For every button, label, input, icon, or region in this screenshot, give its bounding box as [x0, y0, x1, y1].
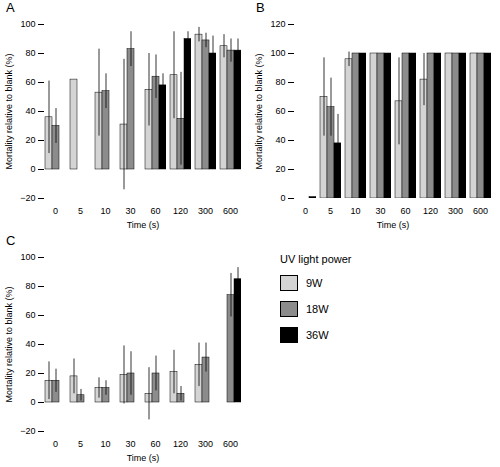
svg-text:30: 30	[375, 206, 385, 216]
svg-text:5: 5	[328, 206, 333, 216]
svg-text:60: 60	[150, 439, 160, 449]
svg-text:120: 120	[173, 206, 188, 216]
svg-text:80: 80	[275, 77, 285, 87]
svg-text:10: 10	[100, 206, 110, 216]
svg-text:0: 0	[30, 397, 35, 407]
html-text:18W: 18W	[306, 303, 329, 315]
svg-text:600: 600	[223, 439, 238, 449]
html-text:C: C	[6, 233, 16, 248]
svg-text:Mortality relative to blank (%: Mortality relative to blank (%)	[254, 53, 264, 169]
svg-text:100: 100	[20, 252, 35, 262]
svg-text:10: 10	[100, 439, 110, 449]
svg-text:0: 0	[30, 164, 35, 174]
svg-text:5: 5	[78, 206, 83, 216]
html-text:9W: 9W	[306, 277, 323, 289]
svg-text:20: 20	[25, 135, 35, 145]
svg-text:30: 30	[125, 439, 135, 449]
svg-text:80: 80	[25, 48, 35, 58]
svg-text:Mortality relative to blank (%: Mortality relative to blank (%)	[4, 53, 14, 169]
svg-text:60: 60	[25, 77, 35, 87]
svg-text:30: 30	[125, 206, 135, 216]
html-text:36W: 36W	[306, 329, 329, 341]
svg-text:0: 0	[53, 439, 58, 449]
html-text:UV light power: UV light power	[280, 253, 352, 265]
svg-text:40: 40	[275, 135, 285, 145]
svg-text:40: 40	[25, 106, 35, 116]
html-text:B: B	[256, 0, 265, 15]
svg-text:300: 300	[198, 206, 213, 216]
svg-text:10: 10	[350, 206, 360, 216]
svg-text:20: 20	[275, 164, 285, 174]
svg-text:60: 60	[25, 310, 35, 320]
svg-text:120: 120	[173, 439, 188, 449]
svg-text:Mortality relative to blank (%: Mortality relative to blank (%)	[4, 286, 14, 402]
svg-text:600: 600	[473, 206, 488, 216]
svg-text:Time (s): Time (s)	[127, 220, 160, 230]
svg-text:5: 5	[78, 439, 83, 449]
svg-text:600: 600	[223, 206, 238, 216]
svg-text:120: 120	[270, 19, 285, 29]
svg-text:120: 120	[423, 206, 438, 216]
svg-text:60: 60	[150, 206, 160, 216]
svg-text:100: 100	[20, 19, 35, 29]
svg-text:300: 300	[448, 206, 463, 216]
svg-text:Time (s): Time (s)	[377, 220, 410, 230]
svg-text:40: 40	[25, 339, 35, 349]
svg-text:0: 0	[303, 206, 308, 216]
svg-text:300: 300	[198, 439, 213, 449]
svg-text:20: 20	[25, 368, 35, 378]
svg-text:−20: −20	[20, 426, 35, 436]
svg-text:60: 60	[275, 106, 285, 116]
svg-text:Time (s): Time (s)	[127, 453, 160, 463]
svg-text:0: 0	[53, 206, 58, 216]
svg-text:−20: −20	[20, 193, 35, 203]
svg-text:60: 60	[400, 206, 410, 216]
svg-text:100: 100	[270, 48, 285, 58]
svg-text:0: 0	[280, 193, 285, 203]
svg-text:80: 80	[25, 281, 35, 291]
html-text:A: A	[6, 0, 15, 15]
